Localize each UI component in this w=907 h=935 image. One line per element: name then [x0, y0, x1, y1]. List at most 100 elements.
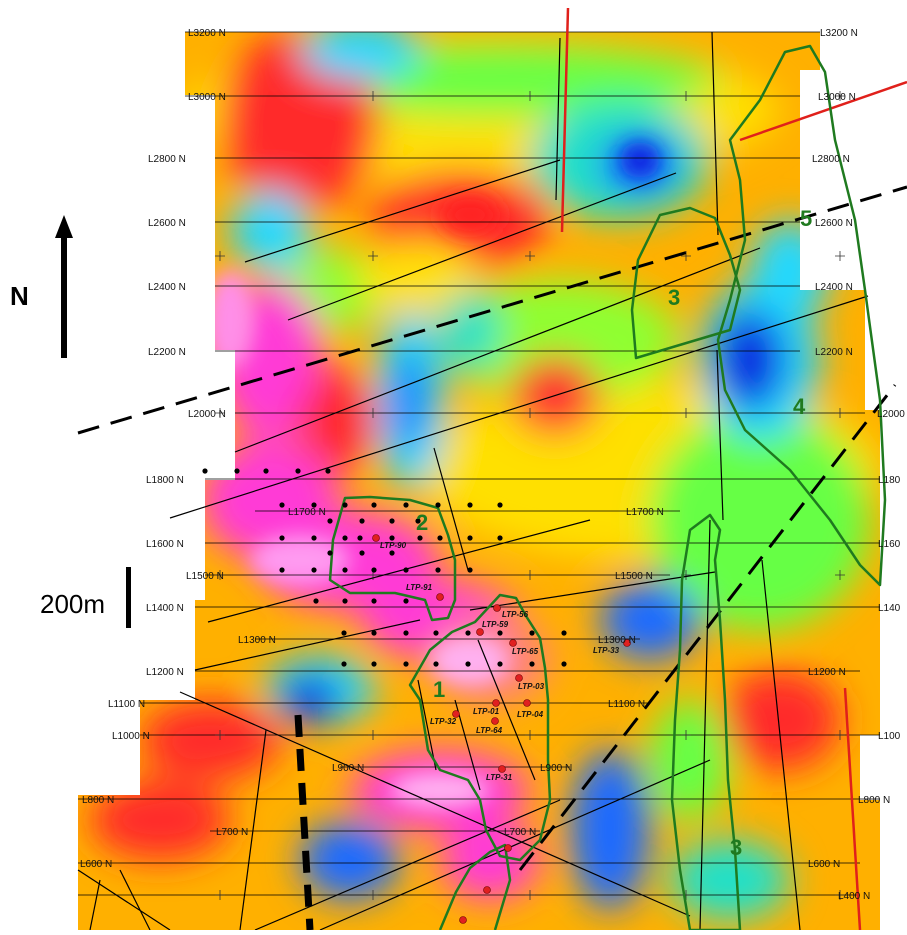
drill-grid-point: [263, 468, 269, 474]
grid-cross: [215, 408, 225, 418]
grid-label-left-l1300: L1300 N: [238, 635, 276, 646]
drill-grid-point: [371, 598, 377, 604]
ltp-32-label: LTP-32: [430, 717, 457, 726]
drill-grid-point: [403, 630, 409, 636]
grid-label-right-l1200: L1200 N: [808, 667, 846, 678]
grid-cross: [835, 730, 845, 740]
zone-5-outline: [716, 44, 887, 587]
target-zones: [328, 44, 887, 932]
drill-grid-point: [389, 550, 395, 556]
grid-label-right-l1700: L1700 N: [626, 507, 664, 518]
drill-grid-point: [279, 502, 285, 508]
drill-grid-point: [435, 567, 441, 573]
grid-label-right-l500: L400 N: [838, 891, 870, 902]
drill-grid-point: [279, 567, 285, 573]
zone-3-south-outline: [670, 513, 742, 932]
zone-4-label: 4: [793, 394, 806, 419]
drill-grid-point: [529, 661, 535, 667]
drill-grid-point: [465, 661, 471, 667]
grid-label-left-l2600: L2600 N: [148, 218, 186, 229]
drill-grid-point: [313, 598, 319, 604]
drill-grid-point: [279, 535, 285, 541]
grid-cross: [368, 890, 378, 900]
drill-grid-point: [357, 535, 363, 541]
drill-grid-point: [342, 535, 348, 541]
grid-label-right-l700: L700 N: [504, 827, 536, 838]
grid-cross: [681, 251, 691, 261]
grid-cross: [525, 251, 535, 261]
drill-grid-point: [529, 630, 535, 636]
grid-cross: [368, 251, 378, 261]
northing-labels: L3200 N L3200 N L3000 N L3000 N L2800 N L2800…: [80, 28, 905, 902]
grid-cross: [525, 730, 535, 740]
drill-grid-point: [433, 661, 439, 667]
ltp-65-label: LTP-65: [512, 647, 539, 656]
zone-2-outline: [328, 495, 457, 622]
drill-grid-point: [403, 567, 409, 573]
drill-grid-point: [467, 535, 473, 541]
grid-label-left-l1000: L1000 N: [112, 731, 150, 742]
grid-label-left-l3200: L3200 N: [188, 28, 226, 39]
zone-2-label: 2: [416, 510, 428, 535]
drill-grid-point: [467, 567, 473, 573]
grid-label-right-l3000: L3000 N: [818, 92, 856, 103]
grid-label-right-l1100: L1100 N: [608, 699, 645, 710]
grid-label-left-l1500: L1500 N: [186, 571, 224, 582]
grid-cross: [835, 251, 845, 261]
drill-grid-point: [325, 468, 331, 474]
drill-grid-point: [341, 661, 347, 667]
drill-grid-point: [433, 630, 439, 636]
drill-hole-labels: LTP-90 LTP-91 LTP-56 LTP-59 LTP-65 LTP-3…: [380, 541, 620, 782]
grid-cross: [525, 91, 535, 101]
drill-grid-point: [295, 468, 301, 474]
grid-cross: [368, 408, 378, 418]
dashed-faults: [77, 185, 907, 931]
zone-3-north-outline: [630, 206, 742, 360]
grid-label-right-l1000: L100: [878, 731, 901, 742]
drill-grid-point: [359, 518, 365, 524]
ltp-03-label: LTP-03: [518, 682, 545, 691]
grid-label-left-l1100: L1100 N: [108, 699, 145, 710]
drill-grid-point: [467, 502, 473, 508]
ltp-04-label: LTP-04: [517, 710, 544, 719]
drill-grid-points: [202, 468, 567, 667]
drill-grid-point: [342, 502, 348, 508]
zone-3-north-label: 3: [668, 285, 680, 310]
ltp-56-label: LTP-56: [502, 610, 529, 619]
grid-label-right-l900: L900 N: [540, 763, 572, 774]
drill-grid-point: [327, 518, 333, 524]
grid-label-right-l2800: L2800 N: [812, 154, 850, 165]
grid-cross: [525, 408, 535, 418]
drill-grid-point: [341, 630, 347, 636]
grid-label-left-l1200: L1200 N: [146, 667, 184, 678]
grid-cross: [525, 570, 535, 580]
grid-label-right-l1400: L140: [878, 603, 901, 614]
grid-cross: [215, 890, 225, 900]
drill-grid-point: [342, 598, 348, 604]
drill-grid-point: [435, 502, 441, 508]
drill-grid-point: [327, 550, 333, 556]
ltp-64-label: LTP-64: [476, 726, 503, 735]
drill-grid-point: [497, 661, 503, 667]
scale-label: 200m: [40, 589, 105, 619]
grid-label-left-l2000: L2000 N: [188, 409, 226, 420]
grid-label-right-l1800: L180: [878, 475, 901, 486]
grid-label-left-l3000: L3000 N: [188, 92, 226, 103]
drill-grid-point: [403, 661, 409, 667]
drill-grid-point: [359, 550, 365, 556]
drill-grid-point: [342, 567, 348, 573]
red-faults: [560, 7, 907, 931]
grid-cross: [215, 570, 225, 580]
grid-label-right-l1600: L160: [878, 539, 901, 550]
drill-grid-point: [561, 661, 567, 667]
ltp-31-label: LTP-31: [486, 773, 513, 782]
ltp-59-label: LTP-59: [482, 620, 509, 629]
drill-grid-point: [415, 518, 421, 524]
zone-1-label: 1: [433, 677, 445, 702]
grid-label-left-l2800: L2800 N: [148, 154, 186, 165]
grid-label-left-l1600: L1600 N: [146, 539, 184, 550]
drill-grid-point: [311, 502, 317, 508]
